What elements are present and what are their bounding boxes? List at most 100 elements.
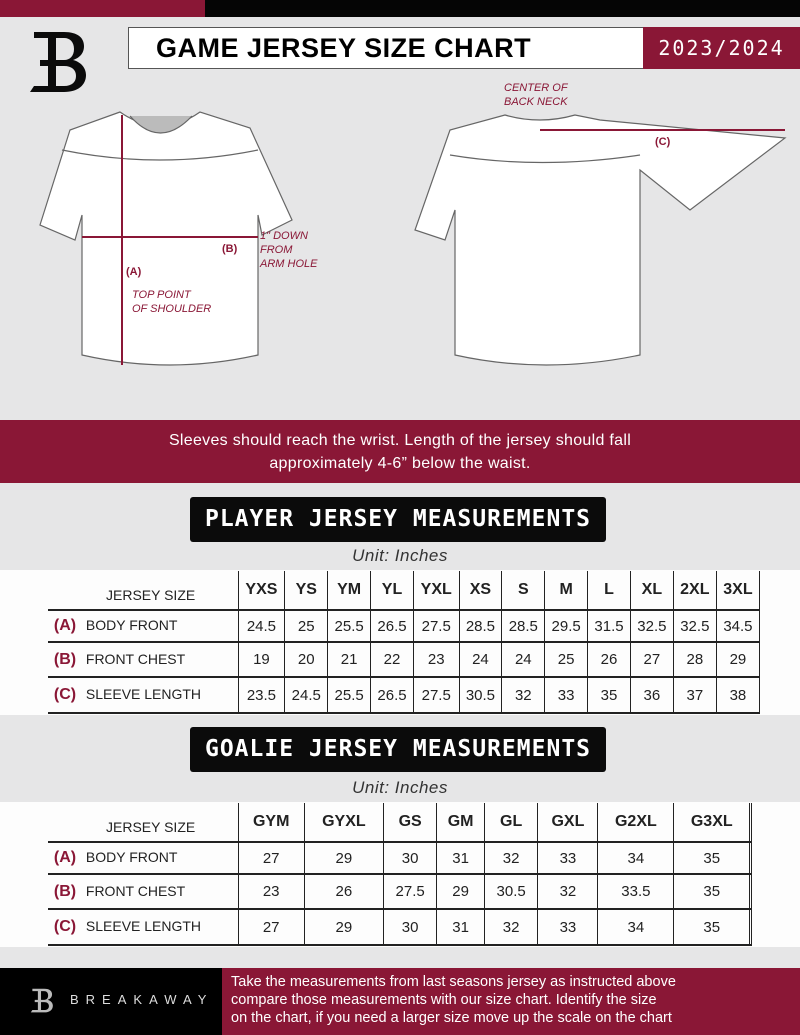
center-back-neck-note: CENTER OF BACK NECK [504,82,568,108]
row-letter: (C) [53,918,77,935]
measurement-name: FRONT CHEST [85,650,186,667]
table-cell: 29 [715,642,761,677]
row-label: (A) BODY FRONT [48,842,239,874]
table-row: (B) FRONT CHEST 19 20 21 22 23 24 24 25 26 27 28 29 [48,642,761,677]
table-cell: 32.5 [629,610,674,642]
size-header: YL [370,571,414,610]
jersey-size-header: JERSEY SIZE [48,571,239,610]
table-cell: 25 [284,610,329,642]
table-cell: 26.5 [370,610,414,642]
size-header: S [501,571,546,610]
table-row: (C) SLEEVE LENGTH 23.5 24.5 25.5 26.5 27.5 30.… [48,677,761,713]
table-cell [749,874,752,909]
table-cell: 30 [382,842,438,874]
arm-hole-note: 1" DOWN FROM ARM HOLE [260,230,318,270]
brand-name: BREAKAWAY [70,992,214,1007]
footer-logo [30,988,53,1013]
size-header: YXS [237,571,286,610]
table-cell: 27.5 [382,874,438,909]
table-cell: 30.5 [458,677,503,713]
table-row: (B) FRONT CHEST 23 26 27.5 29 30.5 32 33.5 35 [48,874,752,909]
size-header: GM [436,803,485,842]
player-section-title: PLAYER JERSEY MEASUREMENTS [190,497,606,542]
size-header: YXL [412,571,460,610]
season-label: 2023/2024 [643,27,800,69]
label-b: (B) [222,243,238,255]
table-cell: 27 [237,842,305,874]
measure-lines [82,115,785,365]
table-cell: 24 [458,642,503,677]
row-label: (B) FRONT CHEST [48,642,239,677]
player-unit: Unit: Inches [352,546,448,565]
table-cell: 23 [237,874,305,909]
table-cell: 27 [237,909,305,945]
measurement-name: FRONT CHEST [85,882,186,899]
table-cell: 19 [237,642,286,677]
jersey-front [39,111,293,366]
measurement-name: BODY FRONT [85,849,178,865]
shoulder-note: TOP POINT OF SHOULDER [132,289,212,315]
table-cell: 34 [597,909,675,945]
table-cell: 33.5 [597,874,675,909]
player-size-table: JERSEY SIZE YXS YS YM YL YXL XS S M L XL 2XL 3XL (A) … [48,571,761,714]
row-letter: (A) [53,617,77,634]
size-header: XL [629,571,674,610]
table-cell: 27 [629,642,674,677]
table-cell: 24.5 [284,677,329,713]
table-cell: 37 [672,677,717,713]
size-header: M [544,571,589,610]
footer-instructions: Take the measurements from last seasons … [222,968,800,1035]
table-cell: 21 [327,642,372,677]
table-cell: 29 [436,874,485,909]
size-header: GYM [237,803,305,842]
size-header: L [587,571,631,610]
table-cell: 26.5 [370,677,414,713]
goalie-section-title: GOALIE JERSEY MEASUREMENTS [190,727,606,772]
table-cell: 36 [629,677,674,713]
size-header [749,803,752,842]
size-header: G3XL [673,803,751,842]
top-bar [205,0,800,17]
table-cell: 29.5 [544,610,589,642]
jersey-diagram [39,111,787,366]
size-header: GXL [537,803,599,842]
table-cell: 29 [303,842,384,874]
table-row: (C) SLEEVE LENGTH 27 29 30 31 32 33 34 35 [48,909,752,945]
jersey-back [414,114,787,366]
table-cell: 32 [537,874,599,909]
table-cell: 25.5 [327,677,372,713]
table-cell: 24 [501,642,546,677]
size-header: GS [382,803,438,842]
table-cell: 30 [382,909,438,945]
size-header: GYXL [303,803,384,842]
size-header: XS [458,571,503,610]
table-cell: 32.5 [672,610,717,642]
row-label: (B) FRONT CHEST [48,874,239,909]
table-cell: 26 [587,642,631,677]
table-cell: 23 [412,642,460,677]
table-cell: 26 [303,874,384,909]
table-cell: 31.5 [587,610,631,642]
table-cell: 35 [673,842,751,874]
goalie-unit: Unit: Inches [352,778,448,797]
table-cell: 28.5 [501,610,546,642]
page-title: GAME JERSEY SIZE CHART [128,27,644,69]
table-cell: 27.5 [412,677,460,713]
size-header: G2XL [597,803,675,842]
table-cell: 32 [501,677,546,713]
table-row: (A) BODY FRONT 27 29 30 31 32 33 34 35 [48,842,752,874]
table-cell: 35 [673,874,751,909]
table-cell: 30.5 [483,874,539,909]
table-cell: 31 [436,909,485,945]
label-c: (C) [655,136,671,148]
row-label: (C) SLEEVE LENGTH [48,909,239,945]
fit-instructions-banner: Sleeves should reach the wrist. Length o… [0,420,800,483]
row-letter: (C) [53,686,77,703]
size-header: 2XL [672,571,717,610]
table-cell: 28.5 [458,610,503,642]
row-letter: (A) [53,849,77,866]
table-cell: 29 [303,909,384,945]
size-header: YM [327,571,372,610]
table-cell: 24.5 [237,610,286,642]
size-header: GL [483,803,539,842]
